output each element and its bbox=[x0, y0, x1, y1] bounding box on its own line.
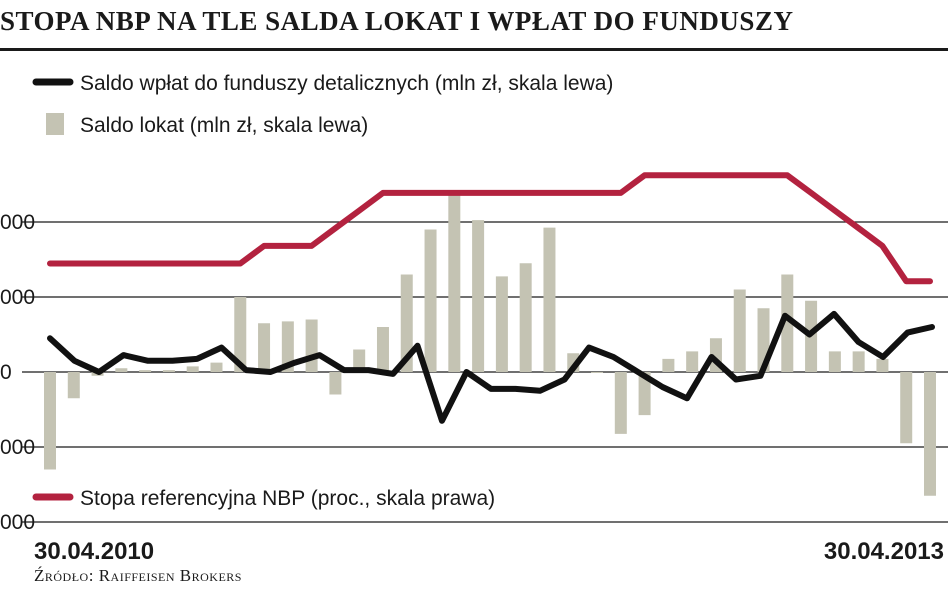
deposit-bar bbox=[353, 349, 366, 372]
y-tick-label: 0 bbox=[0, 361, 12, 384]
deposit-bar bbox=[519, 263, 532, 372]
source-note: Źródło: Raiffeisen Brokers bbox=[34, 566, 242, 585]
deposit-bar bbox=[281, 321, 294, 372]
deposit-bar bbox=[828, 351, 841, 372]
legend-rate: Stopa referencyjna NBP (proc., skala pra… bbox=[32, 487, 495, 510]
legend-deposits-swatch bbox=[46, 113, 64, 135]
deposit-bar bbox=[115, 368, 128, 372]
deposit-bar bbox=[686, 351, 699, 372]
deposit-bar bbox=[258, 323, 271, 372]
deposit-bar bbox=[638, 372, 651, 416]
deposit-bar bbox=[305, 319, 318, 372]
deposit-bar bbox=[781, 274, 794, 372]
deposit-bar bbox=[234, 297, 247, 372]
x-axis-end-date: 30.04.2013 bbox=[823, 538, 944, 565]
deposit-bar bbox=[852, 351, 865, 372]
deposit-bar bbox=[329, 372, 342, 395]
deposits-bars bbox=[44, 192, 936, 496]
y-tick-label: 000 bbox=[0, 511, 35, 534]
funds-line bbox=[47, 310, 935, 424]
deposit-bar bbox=[210, 362, 223, 372]
deposit-bar bbox=[543, 227, 556, 372]
deposit-bar bbox=[662, 358, 675, 372]
deposit-bar bbox=[448, 192, 461, 372]
deposit-bar bbox=[67, 372, 80, 399]
x-axis-start-date: 30.04.2010 bbox=[34, 538, 155, 565]
legend-funds-label: Saldo wpłat do funduszy detalicznych (ml… bbox=[80, 72, 613, 95]
y-tick-label: 000 bbox=[0, 286, 35, 309]
deposit-bar bbox=[900, 372, 913, 444]
deposit-bar bbox=[495, 276, 508, 372]
deposit-bar bbox=[733, 289, 746, 372]
legend-deposits: Saldo lokat (mln zł, skala lewa) bbox=[46, 113, 368, 137]
y-tick-label: 000 bbox=[0, 211, 35, 234]
rate-line bbox=[47, 172, 933, 285]
y-tick-label: 000 bbox=[0, 436, 35, 459]
deposit-bar bbox=[591, 372, 604, 373]
legend-rate-label: Stopa referencyjna NBP (proc., skala pra… bbox=[80, 487, 495, 510]
deposit-bar bbox=[44, 372, 56, 470]
deposit-bar bbox=[424, 229, 437, 372]
chart-lines bbox=[47, 172, 935, 424]
deposit-bar bbox=[400, 274, 413, 372]
deposit-bar bbox=[186, 366, 199, 372]
grid-lines bbox=[22, 221, 948, 523]
legend-deposits-label: Saldo lokat (mln zł, skala lewa) bbox=[80, 114, 368, 137]
chart-title: stopa NBP na tle salda lokat i wpłat do … bbox=[0, 6, 794, 36]
deposit-bar bbox=[614, 372, 627, 434]
legend-funds: Saldo wpłat do funduszy detalicznych (ml… bbox=[32, 72, 613, 95]
title-rule bbox=[0, 48, 948, 51]
deposit-bar bbox=[876, 358, 889, 372]
deposit-bar bbox=[139, 370, 152, 372]
deposit-bar bbox=[376, 327, 389, 372]
deposit-bar bbox=[472, 220, 485, 372]
deposit-bar bbox=[924, 372, 936, 496]
deposit-bar bbox=[162, 370, 175, 372]
